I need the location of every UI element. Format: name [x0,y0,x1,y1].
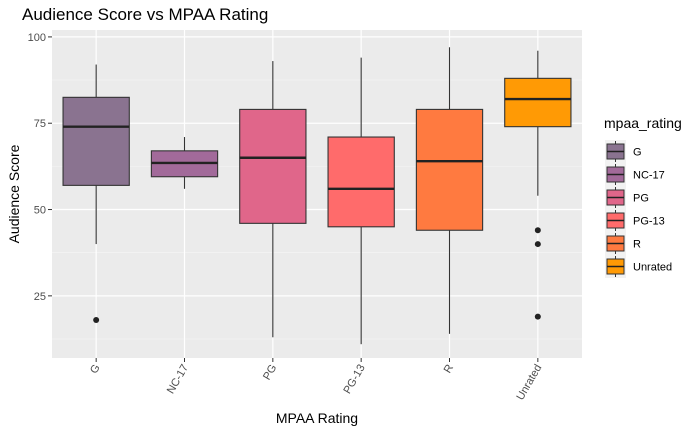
legend-label: PG-13 [633,216,665,228]
chart-title: Audience Score vs MPAA Rating [22,5,268,24]
legend-label: G [633,147,642,159]
x-tick-label: PG [261,363,279,383]
y-tick-label: 100 [28,32,46,44]
y-tick-label: 75 [34,118,46,130]
legend-item-unrated: Unrated [605,255,672,278]
legend-label: R [633,239,641,251]
x-tick-label: NC-17 [165,363,191,397]
box-body [504,77,572,128]
box-g [62,64,130,324]
boxes [62,47,572,345]
box-nc-17 [150,137,219,189]
box-body [327,136,395,228]
box-body [239,108,307,224]
outlier-point [534,227,541,234]
legend-label: PG [633,193,649,205]
y-axis-ticks: 25 50 75 100 [28,32,52,303]
box-pg-13 [327,57,395,345]
box-r [415,47,484,334]
legend-title: mpaa_rating [604,115,682,131]
y-axis-title: Audience Score [6,144,22,243]
x-axis-ticks: G NC-17 PG PG-13 R Unrated [88,358,544,402]
outlier-point [534,241,541,248]
legend: mpaa_rating G NC-17 PG PG-13 R Unrated [604,115,682,278]
legend-label: NC-17 [633,170,665,182]
x-tick-label: Unrated [514,363,544,403]
outlier-point [93,317,100,324]
y-tick-label: 25 [34,291,46,303]
plot-panel [52,30,582,358]
legend-item-nc-17: NC-17 [605,163,665,186]
x-tick-label: R [442,362,456,375]
legend-item-g: G [605,140,642,163]
box-body [62,96,130,186]
outlier-point [534,313,541,320]
x-axis-title: MPAA Rating [276,410,358,426]
x-tick-label: G [88,363,103,376]
legend-label: Unrated [633,262,672,274]
legend-item-pg: PG [605,186,649,209]
box-unrated [504,50,572,320]
y-tick-label: 50 [34,205,46,217]
box-body [415,108,484,231]
x-tick-label: PG-13 [341,363,367,397]
legend-item-r: R [605,232,641,255]
box-pg [239,61,307,338]
legend-item-pg-13: PG-13 [605,209,665,232]
